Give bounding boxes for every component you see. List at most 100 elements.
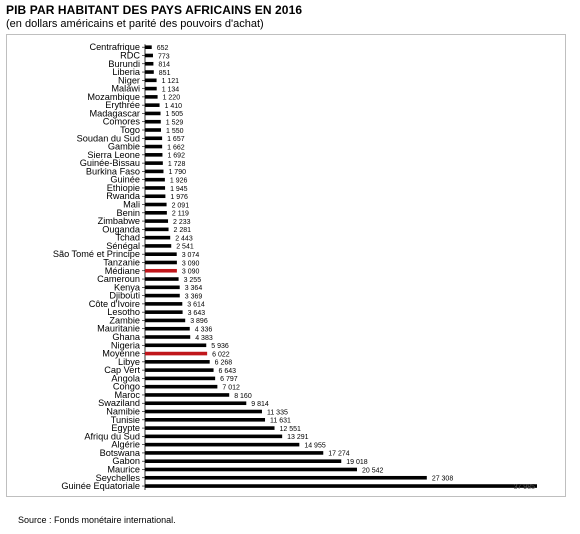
value-label: 1 220 <box>163 95 181 102</box>
bar <box>145 294 180 298</box>
value-label: 6 022 <box>212 351 230 358</box>
bar <box>145 136 162 140</box>
value-label: 20 542 <box>362 467 384 474</box>
bar <box>145 70 154 74</box>
value-label: 6 643 <box>219 368 237 375</box>
bar <box>145 45 152 49</box>
value-label: 1 529 <box>166 120 184 127</box>
value-label: 3 090 <box>182 260 200 267</box>
bar <box>145 112 161 116</box>
value-label: 11 631 <box>270 418 291 425</box>
value-label: 1 505 <box>166 111 184 118</box>
value-label: 3 369 <box>185 293 203 300</box>
bar <box>145 170 163 174</box>
bar <box>145 236 170 240</box>
value-label: 14 955 <box>304 442 326 449</box>
bar <box>145 103 160 107</box>
bar <box>145 327 190 331</box>
value-label: 2 281 <box>174 227 192 234</box>
value-label: 2 119 <box>172 211 189 218</box>
bar <box>145 252 177 256</box>
value-label: 11 335 <box>267 409 288 416</box>
bar <box>145 261 177 265</box>
value-label: 814 <box>158 62 170 69</box>
bar <box>145 302 182 306</box>
bar <box>145 385 217 389</box>
bar <box>145 62 153 66</box>
value-label: 1 926 <box>170 177 188 184</box>
value-label: 3 255 <box>184 277 202 284</box>
source-note: Source : Fonds monétaire international. <box>18 515 176 525</box>
value-label: 1 662 <box>167 144 185 151</box>
value-label: 9 814 <box>251 401 269 408</box>
bar-highlight <box>145 269 177 273</box>
bar <box>145 145 162 149</box>
value-label: 5 936 <box>211 343 229 350</box>
bar <box>145 228 169 232</box>
bar <box>145 401 246 405</box>
value-label: 1 790 <box>168 169 186 176</box>
bar <box>145 178 165 182</box>
bar <box>145 54 153 58</box>
value-label: 1 976 <box>170 194 188 201</box>
bar <box>145 468 357 472</box>
bar <box>145 194 165 198</box>
value-label: 1 692 <box>167 153 185 160</box>
bar <box>145 203 167 207</box>
bar <box>145 244 171 248</box>
value-label: 2 541 <box>176 244 194 251</box>
bar <box>145 343 206 347</box>
value-label: 19 018 <box>346 459 368 466</box>
bar <box>145 360 210 364</box>
value-label: 1 945 <box>170 186 188 193</box>
bar <box>145 186 165 190</box>
value-label: 3 364 <box>185 285 203 292</box>
value-label: 773 <box>158 53 170 60</box>
bar <box>145 335 190 339</box>
bar <box>145 87 157 91</box>
value-label: 3 643 <box>188 310 206 317</box>
value-label: 2 233 <box>173 219 191 226</box>
bar <box>145 95 158 99</box>
value-label: 27 308 <box>432 476 454 483</box>
bar <box>145 120 161 124</box>
value-label: 6 268 <box>215 360 233 367</box>
value-label: 37 985 <box>514 484 536 491</box>
bar <box>145 286 180 290</box>
bar <box>145 219 168 223</box>
bar <box>145 153 162 157</box>
value-label: 1 550 <box>166 128 184 135</box>
bar-highlight <box>145 352 207 356</box>
bar <box>145 161 163 165</box>
value-label: 851 <box>159 70 171 77</box>
value-label: 6 797 <box>220 376 238 383</box>
bar <box>145 79 157 83</box>
bar <box>145 459 341 463</box>
bar <box>145 426 275 430</box>
bar <box>145 435 282 439</box>
bar <box>145 393 229 397</box>
bar <box>145 310 183 314</box>
value-label: 3 896 <box>190 318 208 325</box>
value-label: 13 291 <box>287 434 309 441</box>
value-label: 1 121 <box>162 78 180 85</box>
value-label: 3 614 <box>187 302 205 309</box>
value-label: 4 383 <box>195 335 213 342</box>
bar <box>145 484 537 488</box>
value-label: 2 091 <box>172 202 190 209</box>
bar <box>145 277 179 281</box>
bar <box>145 377 215 381</box>
bar <box>145 476 427 480</box>
value-label: 2 443 <box>175 235 193 242</box>
value-label: 1 410 <box>165 103 183 110</box>
value-label: 1 134 <box>162 86 180 93</box>
value-label: 4 336 <box>195 327 213 334</box>
value-label: 1 728 <box>168 161 186 168</box>
value-label: 7 012 <box>222 384 240 391</box>
bar <box>145 211 167 215</box>
bar <box>145 451 323 455</box>
bar <box>145 319 185 323</box>
value-label: 3 090 <box>182 269 200 276</box>
value-label: 12 551 <box>280 426 302 433</box>
